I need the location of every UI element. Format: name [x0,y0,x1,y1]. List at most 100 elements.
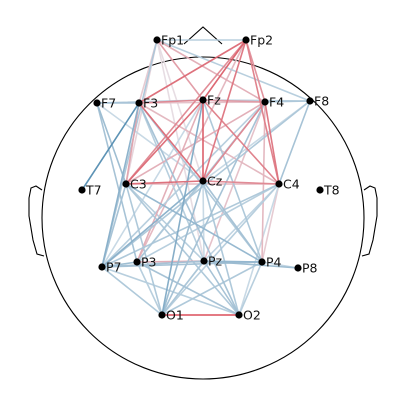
label-p4: P4 [266,255,282,270]
label-c4: C4 [283,177,300,192]
edge-f3-cz [138,102,204,182]
label-f7: F7 [101,96,116,111]
edge-f7-p3 [96,102,138,263]
edge-cz-o1 [161,180,204,316]
edge-fz-p4 [202,99,263,263]
edge-fp1-fz [156,39,204,101]
electrode-p8 [294,264,302,272]
electrode-fp1 [153,36,161,44]
nose [183,26,223,45]
edge-p3-o2 [136,261,240,316]
edge-fz-o1 [161,99,204,316]
label-t8: T8 [323,183,340,198]
edge-f7-cz [96,102,204,182]
edge-cz-p4 [202,180,263,263]
edge-c4-p7 [101,183,280,268]
edge-p7-o1 [101,266,163,316]
edge-p4-o1 [161,261,263,316]
edge-c3-p4 [125,183,263,263]
edge-pz-p4 [203,260,263,263]
edge-f3-p7 [101,102,140,268]
edge-p4-o2 [238,261,263,316]
edge-f7-c3 [96,102,127,185]
edge-c3-cz [125,180,204,185]
label-fp1: Fp1 [161,33,184,48]
connection-edges [81,39,311,316]
label-f3: F3 [143,96,158,111]
electrode-c3 [122,180,130,188]
edge-p3-o1 [136,261,163,316]
electrode-p3 [133,258,141,266]
edge-cz-o2 [202,180,240,316]
edge-fp2-c3 [125,39,247,185]
electrode-o2 [235,311,243,319]
edge-cz-p7 [101,180,204,268]
electrode-t8 [316,186,324,194]
edge-cz-c4 [202,180,280,185]
edge-pz-p8 [203,260,299,269]
label-p8: P8 [302,261,318,276]
edge-c4-p3 [136,183,280,263]
head-circle [41,56,365,380]
electrode-c4 [275,180,283,188]
edge-fp1-f4 [156,39,266,103]
edge-fp2-f3 [138,39,247,104]
electrode-p4 [258,258,266,266]
electrode-o1 [158,311,166,319]
edge-pz-o2 [203,260,240,316]
edge-p7-p3 [101,261,138,268]
electrode-nodes [78,36,324,319]
edge-f4-p4 [261,101,266,263]
label-o2: O2 [243,308,261,323]
edge-fp2-c4 [245,39,280,185]
head-outline [28,26,378,380]
electrode-cz [199,177,207,185]
edge-fz-f4 [202,99,266,103]
edge-fp2-cz [202,39,247,182]
edge-f4-o1 [161,101,266,316]
electrode-f7 [93,99,101,107]
edge-c3-pz [125,183,205,262]
edge-f3-o2 [138,102,240,316]
edge-fz-p3 [136,99,204,263]
edge-cz-pz [202,180,205,262]
edge-fz-c4 [202,99,280,185]
electrode-fz [199,96,207,104]
edge-fp1-f8 [156,39,311,102]
electrode-f3 [135,99,143,107]
electrode-f8 [306,97,314,105]
label-o1: O1 [166,308,184,323]
label-p3: P3 [141,255,157,270]
electrode-p7 [98,263,106,271]
edge-c3-p7 [101,183,127,268]
label-p7: P7 [106,260,122,275]
left-ear [28,185,45,257]
label-f8: F8 [314,94,329,109]
label-c3: C3 [130,177,147,192]
edge-f3-fz [138,99,204,104]
label-cz: Cz [207,174,223,189]
label-pz: Pz [208,254,223,269]
label-t7: T7 [85,183,102,198]
edge-t7-f3 [81,102,140,191]
electrode-fp2 [242,36,250,44]
edge-c4-o2 [238,183,280,316]
edge-fp1-cz [156,39,204,182]
edge-f3-c4 [138,102,280,185]
electrode-labels: Fp1 Fp2 F7 F3 Fz F4 F8 T7 C3 Cz C4 T8 P7 P3 Pz P4 P8 O1 O2 [85,33,340,323]
edge-p7-o2 [101,266,240,316]
edge-c4-p4 [261,183,280,263]
electrode-t7 [78,186,86,194]
edge-fz-c3 [125,99,204,185]
electrode-pz [200,257,208,265]
right-ear [361,185,378,257]
label-f4: F4 [269,95,284,110]
edge-f8-c4 [278,100,311,185]
edge-pz-o1 [161,260,205,316]
edge-f4-cz [202,101,266,182]
electrode-f4 [261,98,269,106]
edge-f4-c4 [264,101,280,185]
edge-f3-c3 [125,102,140,185]
